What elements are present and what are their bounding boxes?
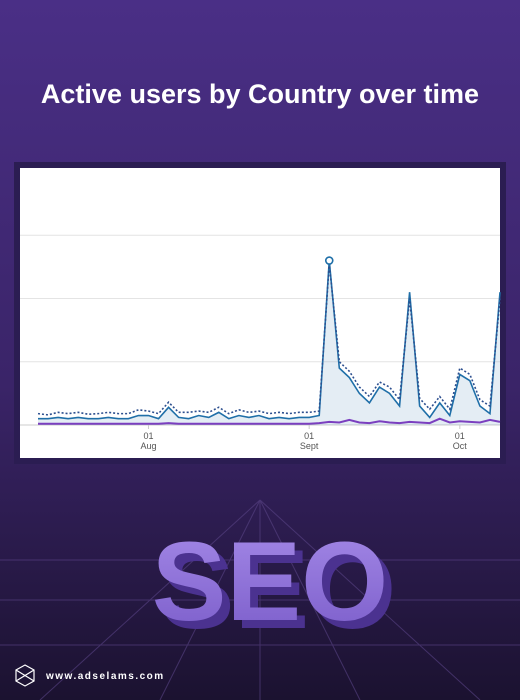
website: www.adselams.com xyxy=(45,671,165,682)
peak-marker xyxy=(324,256,334,265)
x-tick-label: 01 Oct xyxy=(452,431,467,451)
hero-text: SEO xyxy=(152,519,389,644)
x-tick-label: 01 Aug xyxy=(140,431,157,451)
line xyxy=(38,260,501,420)
floor-grid xyxy=(0,499,520,700)
line xyxy=(38,417,501,425)
logo-icon xyxy=(15,664,35,687)
x-tick-label: 01 Sept xyxy=(299,431,319,451)
chart-panel xyxy=(20,168,500,458)
line xyxy=(37,263,501,416)
chart-title: Active users by Country over time xyxy=(41,79,479,109)
hero-text-shadow: SEO xyxy=(160,527,397,652)
area xyxy=(38,260,500,425)
